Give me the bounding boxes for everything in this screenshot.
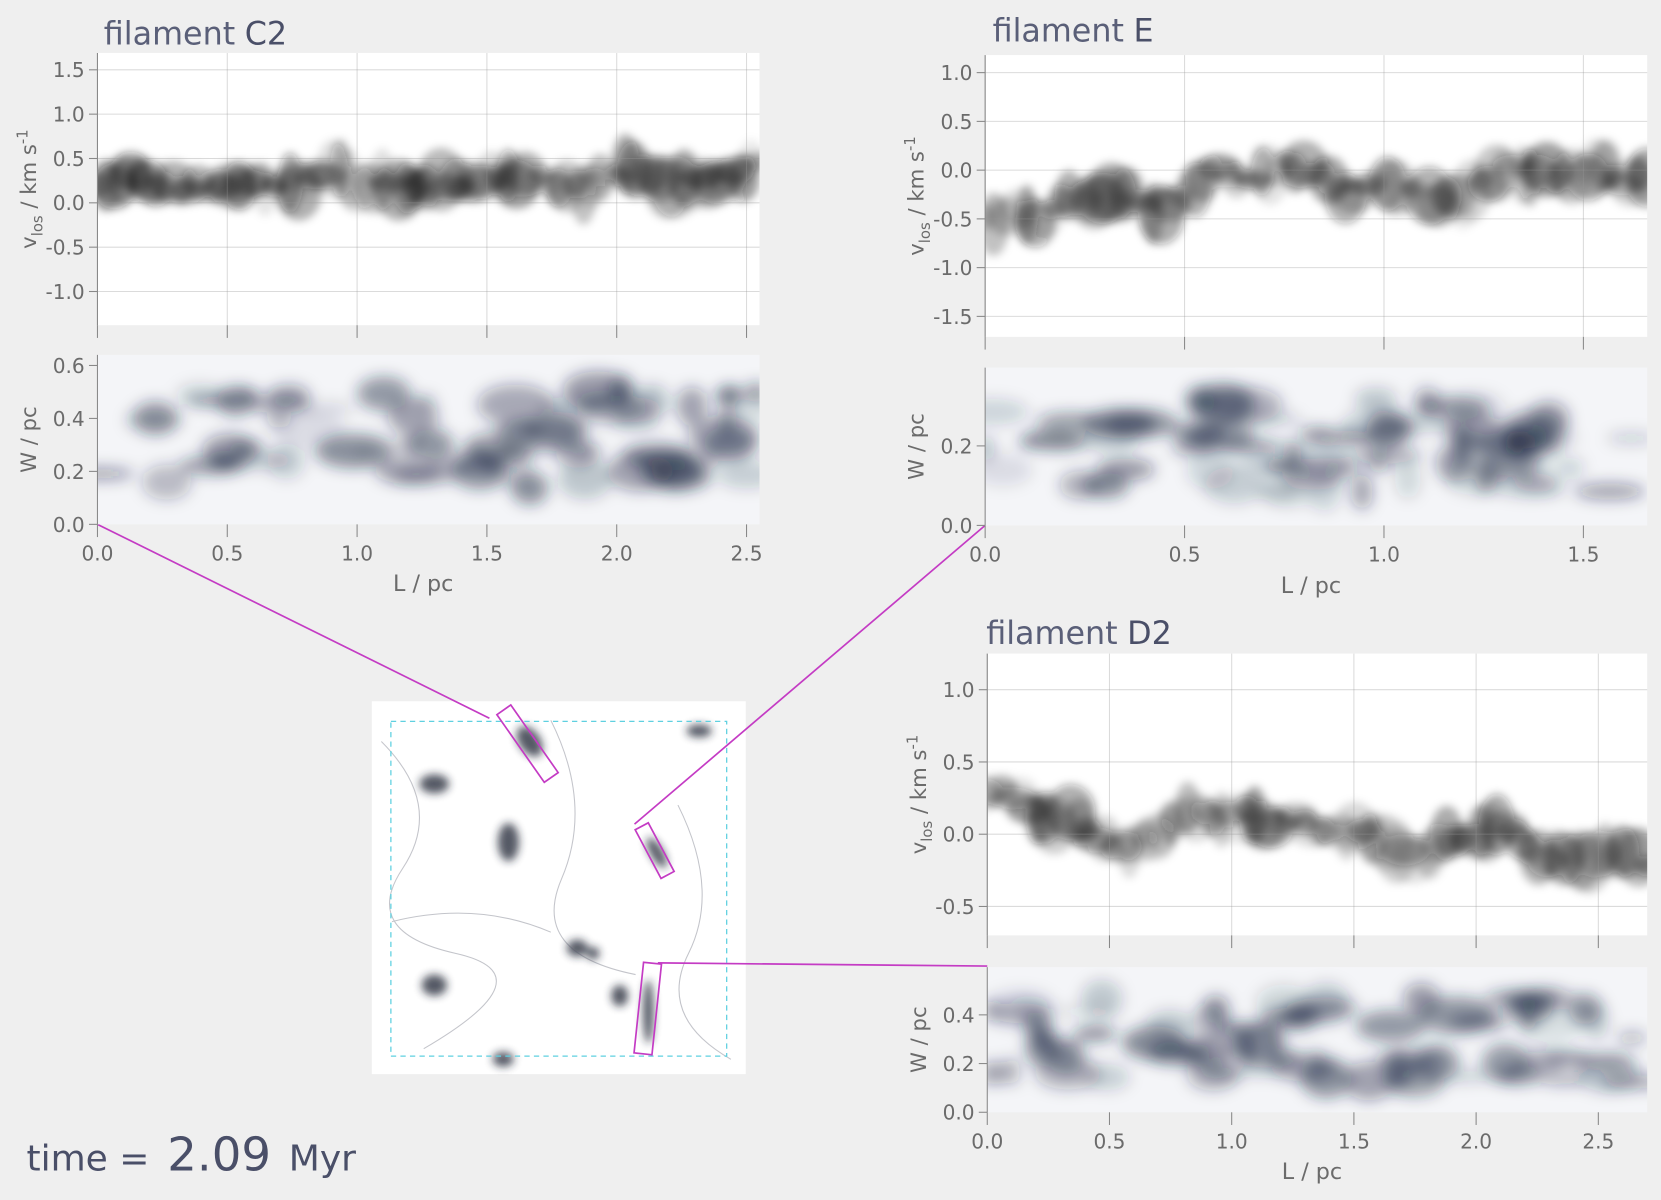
y-tick-label: 1.5 [53, 58, 85, 82]
time-value: 2.09 [167, 1128, 271, 1182]
y-tick-label: 1.0 [940, 61, 972, 85]
y-tick-label: 1.0 [943, 678, 975, 702]
x-tick-label: 0.5 [1169, 542, 1201, 566]
y-tick-label: 0.0 [943, 1101, 975, 1125]
y-tick-label: 0.0 [943, 823, 975, 847]
x-tick-label: 0.0 [969, 542, 1001, 566]
y-tick-label: 0.5 [53, 147, 85, 171]
y-tick-label: -0.5 [45, 236, 84, 260]
title-prefix: filament [104, 16, 235, 52]
time-annotation: time = 2.09 Myr [26, 1128, 356, 1182]
x-tick-label: 1.0 [1368, 542, 1400, 566]
filament-name: E [1133, 13, 1153, 49]
filament-name: C2 [245, 16, 287, 52]
y-label-main: v [16, 236, 41, 249]
y-tick-label: 0.5 [940, 110, 972, 134]
filament-chart: filament E -1.5 -1.0 -0.5 0.0 0.5 1.0 vlos / km … [902, 13, 1648, 599]
y-tick-label: 0.2 [940, 434, 972, 458]
y-tick-label: 0.6 [53, 354, 85, 378]
y-label-main: v [906, 842, 931, 855]
y-axis-label: vlos / km s-1 [904, 735, 936, 855]
title-prefix: filament [993, 13, 1124, 49]
x-tick-label: 2.0 [601, 541, 633, 565]
y-label-sup: -1 [15, 129, 32, 144]
x-axis-label: L / pc [1281, 573, 1341, 599]
y-axis-label: W / pc [906, 1006, 931, 1073]
y-tick-label: 0.4 [53, 407, 85, 431]
width-density [987, 979, 1648, 1101]
y-tick-label: -1.0 [45, 280, 84, 304]
y-tick-label: -0.5 [935, 895, 974, 919]
y-label-sup: -1 [904, 735, 921, 750]
y-axis-label: vlos / km s-1 [902, 136, 934, 255]
x-tick-label: 1.0 [341, 541, 373, 565]
y-tick-label: 0.0 [53, 191, 85, 215]
panel: 0.0 0.2 0.4 0.6 0.0 0.5 1.0 1.5 2.0 2.5 W / pc [16, 354, 763, 565]
x-tick-label: 1.5 [471, 541, 503, 565]
time-label: time = [26, 1139, 149, 1180]
x-tick-label: 2.5 [731, 541, 763, 565]
chart-title: filament E [993, 13, 1154, 49]
title-prefix: filament [986, 616, 1117, 652]
y-tick-label: 0.2 [53, 460, 85, 484]
y-tick-label: -1.5 [933, 305, 972, 329]
x-tick-label: 1.0 [1216, 1129, 1248, 1153]
time-unit: Myr [289, 1139, 356, 1180]
panel: -1.5 -1.0 -0.5 0.0 0.5 1.0 vlos / km s-1 [902, 55, 1648, 350]
y-tick-label: 0.5 [943, 750, 975, 774]
panel-background [987, 653, 1648, 936]
y-axis-label: W / pc [16, 406, 41, 473]
x-axis-label: L / pc [1282, 1159, 1342, 1185]
x-tick-label: 0.5 [211, 541, 243, 565]
x-tick-label: 2.5 [1582, 1129, 1614, 1153]
y-tick-label: 0.0 [940, 514, 972, 538]
width-density [97, 371, 760, 505]
velocity-density [985, 138, 1648, 256]
y-tick-label: 0.4 [943, 1003, 975, 1027]
filament-chart: filament C2 -1.0 -0.5 0.0 0.5 1.0 1.5 vlos / km … [15, 16, 763, 597]
y-label-sup: -1 [902, 136, 919, 151]
panel: -1.0 -0.5 0.0 0.5 1.0 1.5 vlos / km s-1 [15, 52, 760, 338]
y-label-main: W / pc [904, 413, 929, 480]
y-label-sub: los [29, 215, 46, 236]
y-tick-label: 0.2 [943, 1052, 975, 1076]
x-tick-label: 2.0 [1460, 1129, 1492, 1153]
velocity-density [987, 774, 1648, 894]
panel: 0.0 0.2 0.4 0.0 0.5 1.0 1.5 2.0 2.5 W / pc [906, 967, 1648, 1153]
x-tick-label: 1.5 [1338, 1129, 1370, 1153]
y-label-sub: los [919, 821, 936, 842]
y-axis-label: W / pc [904, 413, 929, 480]
panel: 0.0 0.2 0.0 0.5 1.0 1.5 W / pc [904, 367, 1648, 566]
velocity-density [97, 133, 760, 225]
chart-title: filament D2 [986, 616, 1172, 652]
y-tick-label: 0.0 [940, 159, 972, 183]
y-label-main: W / pc [16, 406, 41, 473]
x-tick-label: 0.0 [971, 1129, 1003, 1153]
y-label-sub: los [917, 222, 934, 243]
overview-map [97, 523, 988, 1075]
chart-title: filament C2 [104, 16, 287, 52]
y-label-unit: / km s [904, 151, 929, 222]
y-label-main: W / pc [906, 1006, 931, 1073]
y-label-main: v [904, 243, 929, 256]
x-axis-label: L / pc [393, 571, 453, 597]
x-tick-label: 0.5 [1093, 1129, 1125, 1153]
y-label-unit: / km s [906, 750, 931, 821]
filament-name: D2 [1127, 616, 1172, 652]
y-tick-label: -1.0 [933, 256, 972, 280]
y-tick-label: 1.0 [53, 103, 85, 127]
y-tick-label: -0.5 [933, 207, 972, 231]
width-density [985, 383, 1648, 511]
y-label-unit: / km s [16, 144, 41, 215]
panel: -0.5 0.0 0.5 1.0 vlos / km s-1 [904, 653, 1648, 949]
y-axis-label: vlos / km s-1 [15, 129, 47, 249]
y-tick-label: 0.0 [53, 513, 85, 537]
x-tick-label: 0.0 [81, 541, 113, 565]
figure-body: time = 2.09 Myr filament C2 -1.0 -0.5 0.0 0.5… [15, 13, 1648, 1185]
x-tick-label: 1.5 [1567, 542, 1599, 566]
